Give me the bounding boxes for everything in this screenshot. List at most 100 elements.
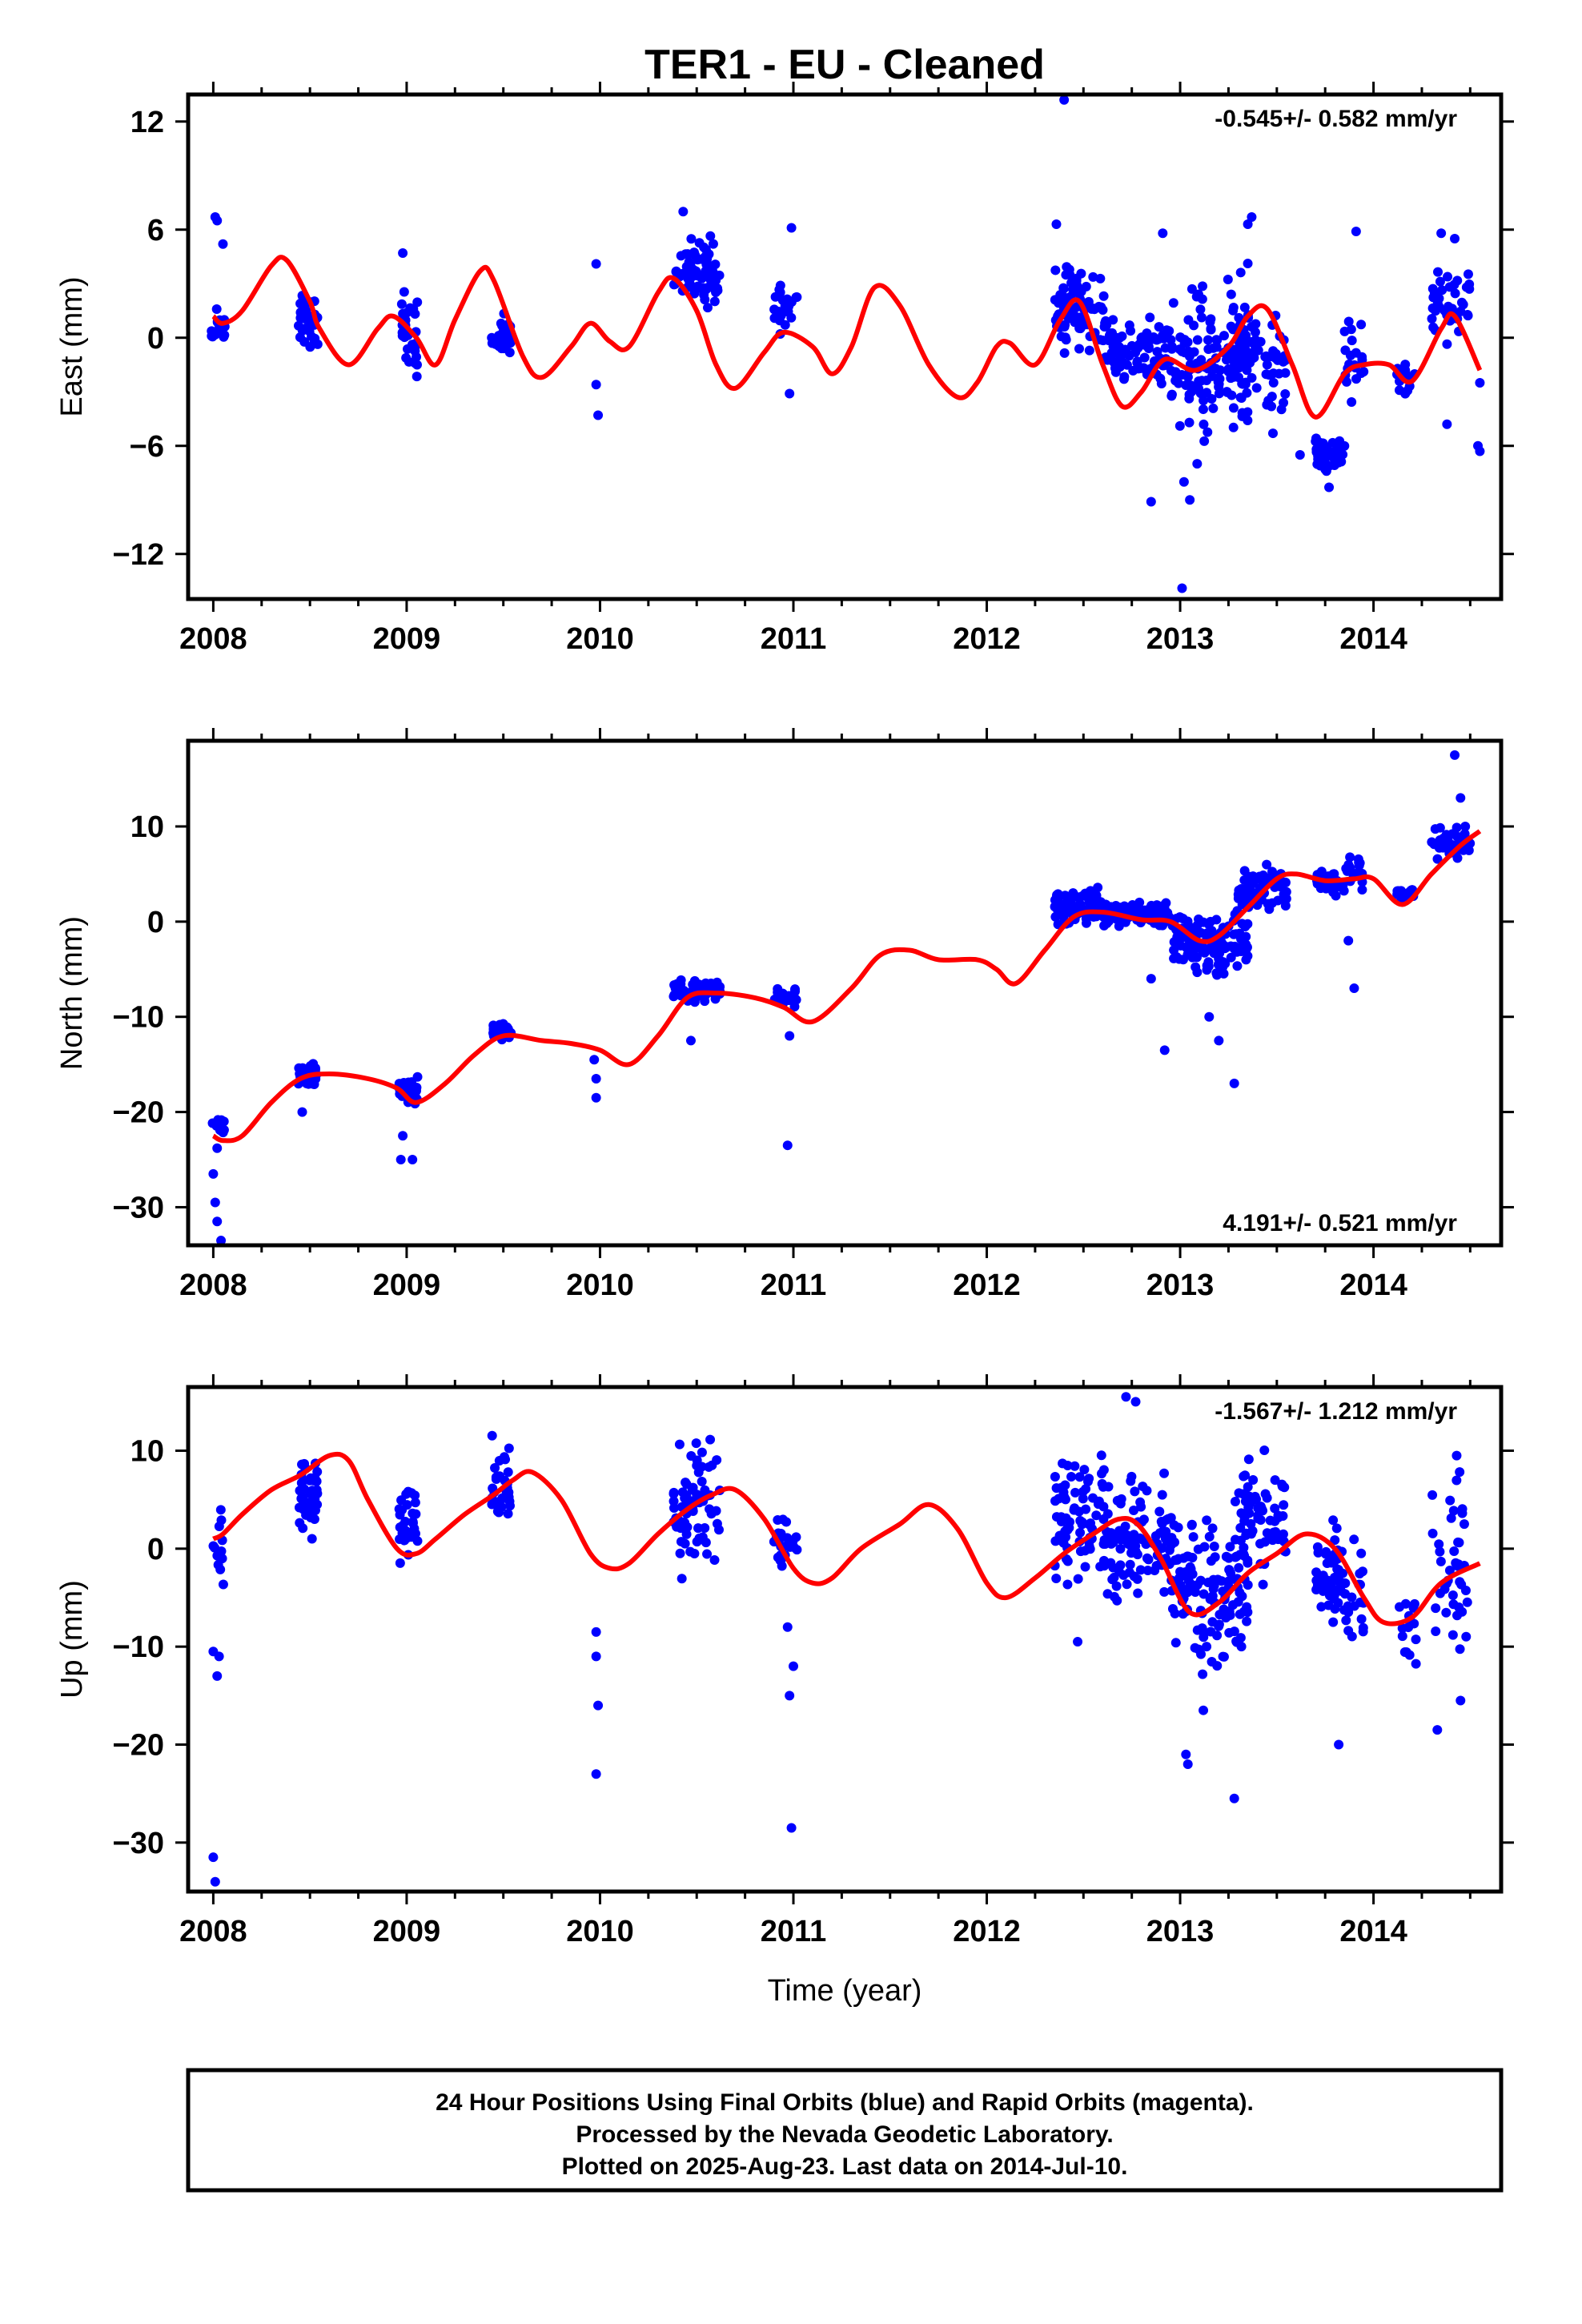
fit-curve — [212, 1451, 1481, 1626]
data-point — [398, 1520, 408, 1530]
y-tick-label: −20 — [113, 1096, 164, 1130]
data-point — [1154, 1528, 1165, 1538]
data-point — [1122, 1579, 1132, 1590]
data-point — [213, 1559, 223, 1570]
data-point — [1460, 829, 1470, 839]
data-point — [1431, 1626, 1441, 1637]
data-point — [1114, 903, 1125, 913]
data-point — [1192, 335, 1203, 345]
data-point — [1208, 403, 1219, 413]
data-point — [1223, 1553, 1234, 1563]
x-tick-label: 2009 — [373, 1915, 441, 1948]
data-point — [1241, 944, 1251, 955]
data-point — [1312, 1542, 1323, 1552]
data-point — [1073, 1574, 1083, 1584]
data-point — [1434, 842, 1444, 853]
data-point — [1251, 383, 1262, 393]
data-point — [1262, 859, 1272, 870]
data-point — [1258, 1579, 1268, 1590]
data-point — [410, 1490, 420, 1501]
data-point — [1454, 1538, 1464, 1548]
data-point — [408, 1155, 418, 1165]
data-point — [1159, 1468, 1170, 1478]
data-point — [293, 320, 303, 331]
data-point — [1279, 397, 1289, 408]
data-point — [1435, 1588, 1445, 1598]
data-point — [1463, 311, 1473, 321]
data-point — [1083, 296, 1094, 307]
data-point — [309, 1514, 319, 1525]
data-point — [1198, 1626, 1208, 1636]
data-point — [1118, 374, 1129, 384]
data-point — [1295, 450, 1305, 460]
data-point — [591, 1092, 601, 1103]
data-point — [685, 1035, 696, 1046]
data-point — [1235, 1535, 1246, 1546]
data-point — [1356, 1548, 1367, 1558]
data-point — [1448, 1599, 1459, 1610]
data-point — [218, 1579, 228, 1590]
data-points — [207, 94, 1485, 593]
data-point — [1242, 1602, 1252, 1612]
data-point — [1091, 1510, 1102, 1521]
data-point — [1118, 1570, 1129, 1580]
data-point — [1264, 904, 1275, 915]
data-point — [1117, 1530, 1127, 1541]
data-point — [1075, 899, 1086, 910]
data-point — [1207, 1590, 1218, 1601]
data-point — [1197, 294, 1207, 304]
data-point — [1062, 1579, 1073, 1590]
data-point — [1212, 1661, 1223, 1671]
velocity-rate-label: -0.545+/- 0.582 mm/yr — [1215, 106, 1457, 132]
data-point — [1218, 1651, 1228, 1662]
data-point — [1140, 906, 1150, 916]
data-point — [1157, 1490, 1167, 1500]
data-point — [697, 273, 707, 283]
data-point — [1432, 854, 1443, 864]
x-tick-label: 2012 — [953, 1269, 1021, 1302]
data-point — [1073, 1637, 1083, 1647]
data-point — [1139, 352, 1150, 363]
data-point — [1195, 304, 1206, 315]
data-point — [1230, 1496, 1240, 1506]
data-point — [491, 1474, 501, 1484]
data-point — [1175, 1566, 1186, 1577]
y-tick-label: 10 — [130, 810, 164, 844]
data-point — [1357, 885, 1367, 895]
data-point — [1445, 1495, 1456, 1506]
data-point — [1219, 331, 1229, 341]
data-point — [1202, 1515, 1212, 1526]
data-point — [1355, 858, 1365, 868]
data-point — [1328, 1515, 1339, 1526]
fit-curve — [211, 255, 1483, 420]
data-point — [219, 1116, 229, 1127]
data-point — [775, 280, 785, 291]
data-point — [1186, 1520, 1197, 1530]
x-tick-label: 2010 — [566, 622, 634, 656]
data-point — [1239, 1471, 1249, 1482]
data-point — [1243, 1580, 1253, 1590]
data-point — [1251, 319, 1261, 329]
data-point — [214, 1651, 224, 1662]
data-point — [504, 1443, 514, 1454]
data-point — [304, 1498, 315, 1508]
footer-line-1: 24 Hour Positions Using Final Orbits (bl… — [436, 2089, 1254, 2116]
data-point — [1084, 1474, 1094, 1484]
data-point — [1125, 1559, 1135, 1570]
data-point — [1341, 376, 1351, 387]
y-axis-label: North (mm) — [55, 916, 89, 1070]
data-point — [1313, 438, 1323, 448]
plot-frame — [186, 92, 1504, 601]
data-point — [1130, 1546, 1141, 1557]
data-point — [1447, 304, 1457, 314]
data-point — [1076, 315, 1086, 325]
data-point — [1166, 341, 1177, 352]
data-point — [496, 1502, 507, 1512]
data-point — [681, 1479, 692, 1490]
data-point — [1171, 951, 1182, 962]
y-tick-label: 0 — [147, 1533, 164, 1566]
data-point — [1158, 228, 1168, 239]
x-tick-label: 2009 — [373, 622, 441, 656]
data-point — [398, 1131, 408, 1141]
data-point — [693, 255, 703, 265]
